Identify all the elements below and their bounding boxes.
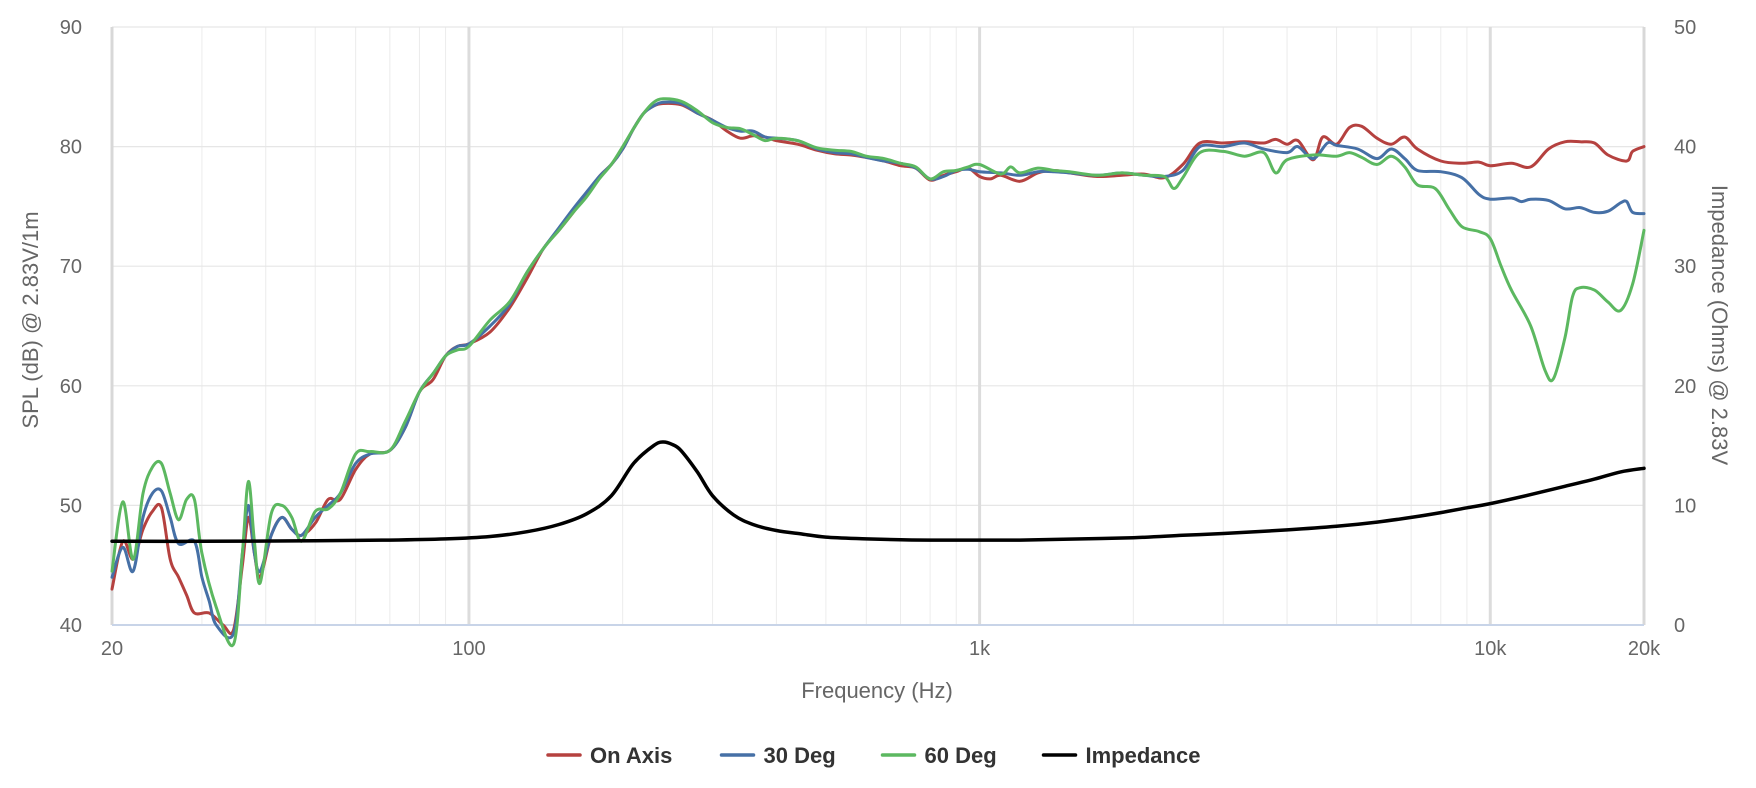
- x-tick-label: 20: [101, 638, 123, 660]
- legend-item-60-deg[interactable]: 60 Deg: [880, 743, 997, 768]
- legend-label: 60 Deg: [925, 743, 997, 768]
- y2-tick-label: 10: [1674, 495, 1696, 517]
- series-line-30-deg: [110, 100, 1646, 640]
- y-tick-label: 50: [60, 495, 82, 517]
- y-tick-label: 90: [60, 17, 82, 39]
- y2-tick-label: 20: [1674, 376, 1696, 398]
- series-layer: [110, 97, 1646, 648]
- legend-item-impedance[interactable]: Impedance: [1041, 743, 1201, 768]
- x-axis-ticks: 20 100 1k 10k 20k: [101, 638, 1661, 660]
- legend-label: 30 Deg: [764, 743, 836, 768]
- y2-tick-label: 30: [1674, 256, 1696, 278]
- legend-item-30-deg[interactable]: 30 Deg: [719, 743, 836, 768]
- y2-tick-label: 40: [1674, 137, 1696, 159]
- x-axis-title: Frequency (Hz): [801, 678, 953, 703]
- y2-axis-title: Impedance (Ohms) @ 2.83V: [1707, 185, 1732, 466]
- y2-tick-label: 50: [1674, 17, 1696, 39]
- x-tick-label: 1k: [969, 638, 991, 660]
- legend-label: On Axis: [590, 743, 672, 768]
- minor-grid: [201, 27, 1468, 625]
- y-axis-ticks: 40 50 60 70 80 90: [60, 17, 82, 637]
- y-tick-label: 80: [60, 137, 82, 159]
- x-tick-label: 20k: [1628, 638, 1661, 660]
- legend: On Axis 30 Deg 60 Deg Impedance: [546, 743, 1201, 768]
- major-grid: [110, 26, 1646, 626]
- y2-tick-label: 0: [1674, 615, 1685, 637]
- x-tick-label: 10k: [1474, 638, 1507, 660]
- y-tick-label: 60: [60, 376, 82, 398]
- series-line-60-deg: [110, 97, 1646, 648]
- y2-axis-ticks: 0 10 20 30 40 50: [1674, 17, 1696, 637]
- series-line-impedance: [110, 440, 1646, 544]
- x-tick-label: 100: [452, 638, 485, 660]
- legend-label: Impedance: [1086, 743, 1201, 768]
- y-axis-title: SPL (dB) @ 2.83V/1m: [18, 211, 43, 428]
- y-tick-label: 70: [60, 256, 82, 278]
- legend-item-on-axis[interactable]: On Axis: [546, 743, 672, 768]
- y-tick-label: 40: [60, 615, 82, 637]
